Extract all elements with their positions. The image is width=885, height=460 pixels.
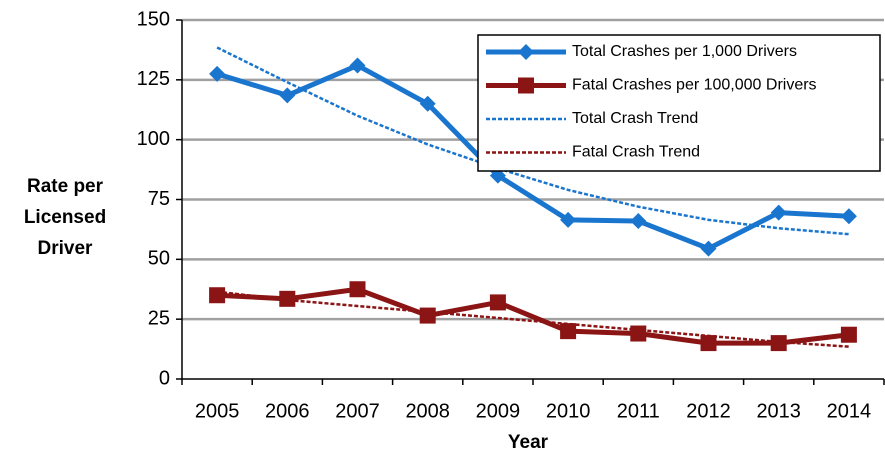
diamond-marker: [518, 44, 534, 60]
series-line: [216, 62, 850, 252]
x-tick-label: 2013: [756, 400, 801, 422]
series-line: [216, 286, 850, 346]
diamond-marker: [840, 208, 857, 225]
x-tick-label: 2010: [546, 400, 591, 422]
diamond-marker: [349, 57, 366, 74]
legend-label: Fatal Crashes per 100,000 Drivers: [572, 77, 817, 94]
square-marker: [349, 281, 366, 298]
legend-box: [477, 34, 881, 172]
square-marker: [770, 335, 787, 352]
trend-line: [216, 290, 849, 348]
y-tick-label: 150: [137, 8, 170, 30]
square-marker: [489, 294, 506, 311]
x-tick-label: 2007: [335, 400, 380, 422]
y-tick-label: 125: [137, 68, 170, 90]
square-marker: [560, 323, 577, 340]
y-axis-title: Driver: [38, 238, 94, 259]
y-tick-label: 50: [148, 248, 170, 270]
legend-label: Total Crashes per 1,000 Drivers: [572, 43, 797, 60]
square-marker: [279, 290, 296, 307]
x-tick-label: 2012: [686, 400, 731, 422]
diamond-marker: [279, 87, 296, 104]
x-tick-label: 2009: [476, 400, 521, 422]
square-marker: [840, 326, 857, 343]
x-tick-label: 2014: [827, 400, 872, 422]
diamond-marker: [419, 95, 436, 112]
y-axis-title: Rate per: [27, 176, 104, 197]
square-marker: [630, 325, 647, 342]
y-tick-label: 75: [148, 188, 170, 210]
square-marker: [700, 335, 717, 352]
y-axis-title: Licensed: [24, 207, 106, 228]
diamond-marker: [630, 213, 647, 230]
diamond-marker: [700, 240, 717, 257]
diamond-marker: [209, 65, 226, 82]
legend-label: Total Crash Trend: [572, 110, 698, 127]
square-marker: [518, 77, 534, 94]
x-tick-label: 2008: [405, 400, 450, 422]
diamond-marker: [560, 211, 577, 228]
x-tick-label: 2005: [195, 400, 240, 422]
diamond-marker: [770, 204, 787, 221]
y-tick-label: 100: [137, 128, 170, 150]
x-tick-label: 2011: [617, 400, 660, 422]
y-tick-label: 0: [159, 367, 170, 389]
square-marker: [209, 287, 226, 304]
legend-label: Fatal Crash Trend: [572, 144, 700, 161]
square-marker: [419, 307, 436, 324]
y-tick-label: 25: [148, 307, 170, 329]
x-tick-label: 2006: [265, 400, 310, 422]
trend-line: [216, 46, 850, 236]
x-axis-title: Year: [508, 432, 549, 453]
